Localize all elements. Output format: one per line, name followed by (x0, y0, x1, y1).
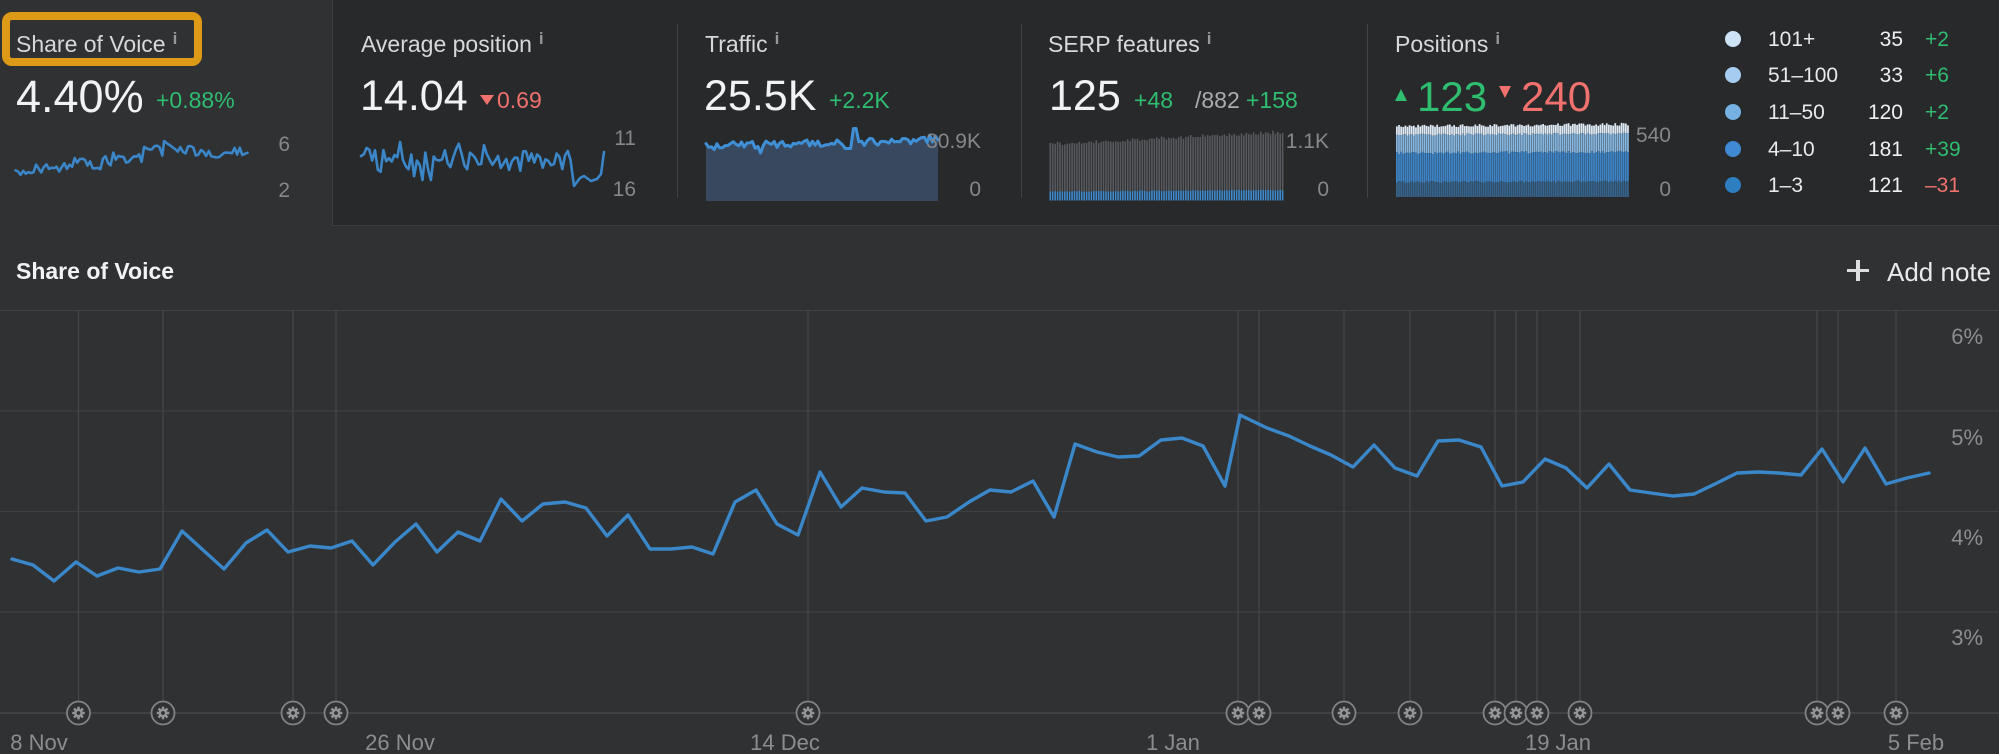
svg-text:1 Jan: 1 Jan (1146, 730, 1200, 754)
svg-text:19 Jan: 19 Jan (1525, 730, 1591, 754)
svg-text:5%: 5% (1951, 425, 1983, 450)
svg-text:8 Nov: 8 Nov (10, 730, 67, 754)
svg-text:4%: 4% (1951, 525, 1983, 550)
svg-text:3%: 3% (1951, 625, 1983, 650)
svg-text:5 Feb: 5 Feb (1888, 730, 1944, 754)
svg-text:26 Nov: 26 Nov (365, 730, 435, 754)
svg-text:14 Dec: 14 Dec (750, 730, 820, 754)
svg-text:6%: 6% (1951, 324, 1983, 349)
